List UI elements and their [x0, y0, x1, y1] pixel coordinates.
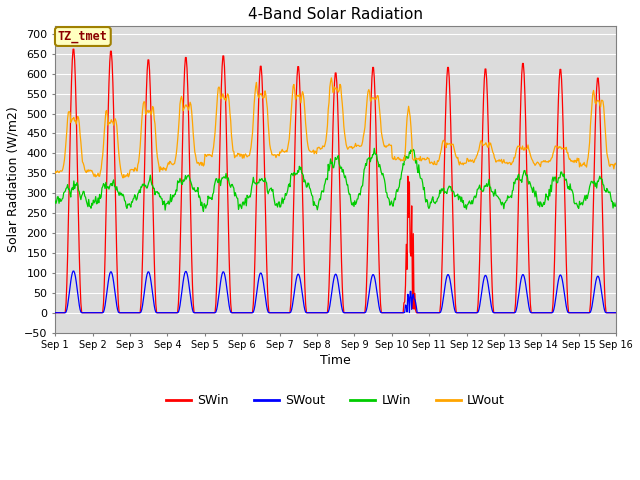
Y-axis label: Solar Radiation (W/m2): Solar Radiation (W/m2) [7, 107, 20, 252]
X-axis label: Time: Time [320, 354, 351, 367]
Text: TZ_tmet: TZ_tmet [58, 30, 108, 43]
Title: 4-Band Solar Radiation: 4-Band Solar Radiation [248, 7, 423, 22]
Legend: SWin, SWout, LWin, LWout: SWin, SWout, LWin, LWout [161, 389, 510, 412]
